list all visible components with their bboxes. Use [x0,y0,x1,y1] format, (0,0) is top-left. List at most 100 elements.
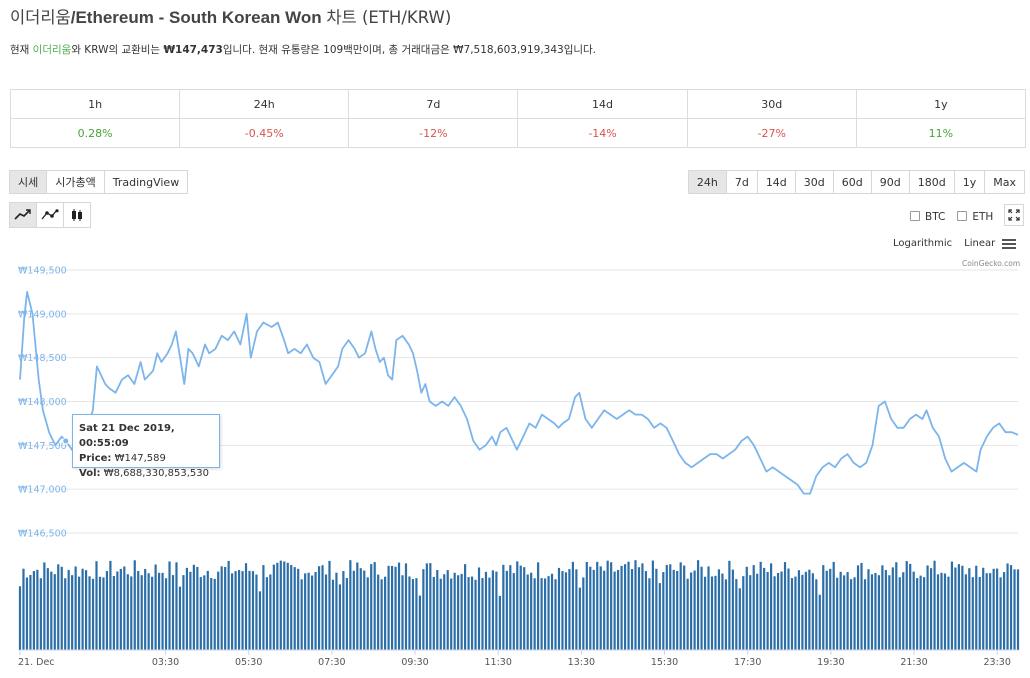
volume-bar [617,569,620,650]
volume-bar [213,578,216,650]
hover-marker [62,437,70,445]
volume-bar [578,587,581,650]
volume-bar [283,561,286,650]
range-1y[interactable]: 1y [953,170,986,194]
volume-bar [971,577,974,650]
volume-bar [370,564,373,650]
y-tick-label: ₩146,500 [18,529,67,540]
volume-bar [644,571,648,650]
summary-rest: 입니다. 현재 유통량은 109백만이며, 총 거래대금은 ₩7,518,603… [222,44,597,56]
range-30d[interactable]: 30d [794,170,834,194]
volume-bar [637,567,641,650]
volume-bar [477,567,481,650]
tooltip-vol-label: Vol: [79,468,101,479]
volume-bar [1002,572,1006,650]
legend-btc[interactable]: BTC [910,211,945,223]
volume-bar [989,573,992,650]
volume-bar [74,566,77,650]
volume-bar [387,565,390,650]
volume-bar [968,568,971,650]
range-14d[interactable]: 14d [756,170,796,194]
volume-bar [863,579,867,650]
volume-bar [262,565,265,650]
volume-bar [735,579,738,650]
range-90d[interactable]: 90d [870,170,910,194]
volume-bar [523,567,526,650]
volume-bar [324,574,328,650]
volume-bar [300,579,303,650]
volume-bar [196,566,199,650]
volume-bar [683,565,686,650]
line-markers-icon[interactable] [36,202,64,228]
volume-bar [648,578,651,650]
volume-bar [634,560,637,650]
volume-bar [575,569,578,650]
volume-bar [898,577,901,650]
hamburger-menu-icon[interactable] [1002,237,1016,251]
period-row: 1h 24h 7d 14d 30d 1y [9,89,1027,119]
range-group: 24h 7d 14d 30d 60d 90d 180d 1y Max [687,170,1025,194]
checkbox-icon[interactable] [910,211,920,221]
range-24h[interactable]: 24h [687,170,727,194]
volume-bar [57,564,60,650]
volume-bar [783,562,787,650]
volume-bar [119,568,122,650]
title-english: /Ethereum - South Korean Won [70,8,327,27]
checkbox-icon[interactable] [957,211,968,221]
volume-bar [269,574,272,650]
volume-bar [140,575,143,650]
volume-bar [724,579,728,650]
volume-bar [1006,563,1009,650]
scale-linear[interactable]: Linear [964,238,996,249]
volume-bar [870,574,874,650]
volume-bar [495,571,498,650]
change-row: 0.28% -0.45% -12% -14% -27% 11% [9,118,1027,148]
tab-tradingview[interactable]: TradingView [103,170,189,194]
volume-bar [843,575,846,650]
volume-bar [679,562,682,650]
volume-bar [571,561,574,650]
volume-bar [978,576,981,650]
volume-bar [533,578,536,650]
volume-bar [432,576,435,650]
volume-bar [874,572,877,650]
volume-bar [310,575,314,650]
volume-bar [36,569,39,650]
volume-bar [1009,565,1013,650]
volume-bar [314,572,317,650]
volume-bar [286,562,289,650]
volume-bar [950,561,954,650]
volume-bar [380,579,383,650]
volume-bar [919,575,922,650]
range-max[interactable]: Max [984,170,1025,194]
volume-bar [105,571,109,650]
credits[interactable]: CoinGecko.com [962,259,1021,268]
volume-bar [467,577,470,650]
fullscreen-icon[interactable] [1004,204,1024,226]
scale-logarithmic[interactable]: Logarithmic [893,238,953,249]
volume-bar [443,574,446,650]
x-tick-label: 09:30 [401,657,428,668]
volume-bar [251,571,255,650]
volume-bar [975,565,978,650]
volume-bar [102,577,105,650]
volume-bar [116,571,119,650]
volume-bar [1016,569,1020,650]
volume-bar [32,571,36,650]
range-60d[interactable]: 60d [832,170,872,194]
range-180d[interactable]: 180d [908,170,955,194]
candlestick-icon[interactable] [63,202,91,228]
volume-bar [43,562,46,650]
volume-bar [561,571,564,650]
volume-bar [453,572,456,650]
volume-bar [703,576,707,650]
volume-bar [794,576,797,650]
volume-bar [484,571,488,650]
range-7d[interactable]: 7d [725,170,758,194]
volume-bar [630,569,634,650]
legend-eth[interactable]: ETH [957,211,993,223]
coin-link[interactable]: 이더리움 [32,44,72,56]
volume-bar [672,569,675,650]
volume-bar [943,573,947,650]
volume-bar [377,574,380,650]
